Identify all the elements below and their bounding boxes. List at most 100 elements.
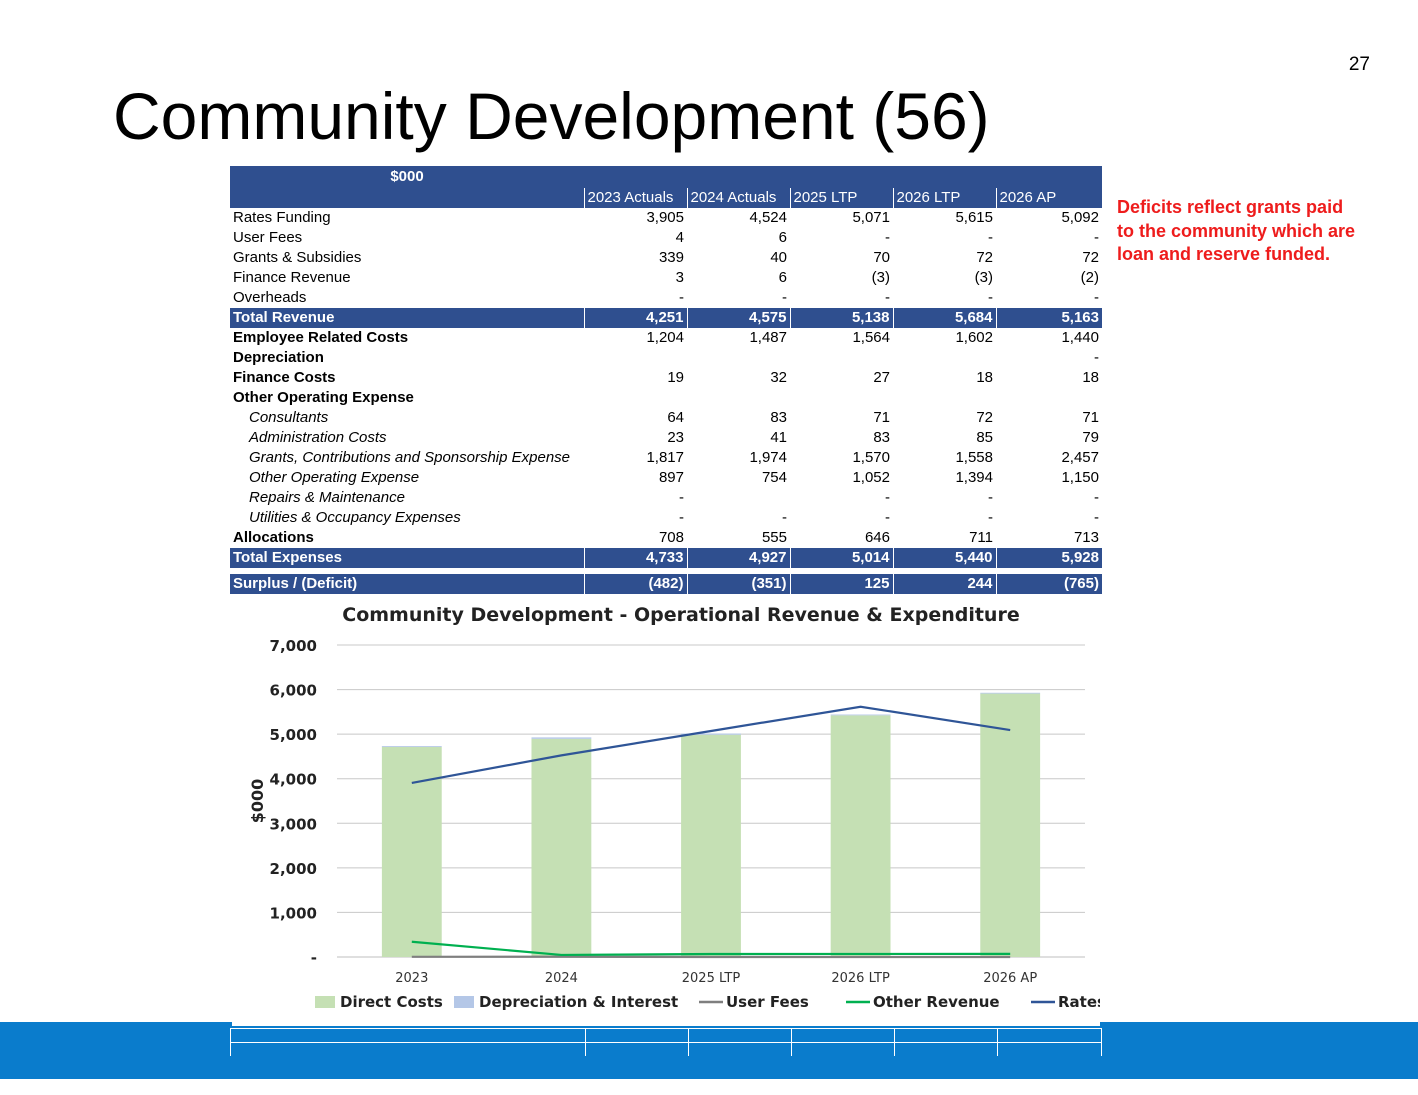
cell-value: 6 — [778, 229, 787, 246]
cell-value: 83 — [873, 429, 890, 446]
cell-value: (765) — [995, 574, 1102, 594]
cell-value: 5,014 — [789, 548, 893, 568]
cell-value: 3 — [675, 269, 684, 286]
table-row: Finance Costs 19 32 27 18 18 — [230, 368, 1102, 388]
table-row: Employee Related Costs 1,204 1,487 1,564 1,6… — [230, 328, 1102, 348]
x-tick-label: 2026 AP — [983, 971, 1037, 986]
slide-title: Community Development (56) — [113, 79, 990, 153]
column-header: 2024 Actuals — [686, 188, 790, 208]
deficit-note: Deficits reflect grants paid to the comm… — [1117, 197, 1356, 264]
cell-value: 125 — [789, 574, 893, 594]
table-column-header-row: 2023 Actuals 2024 Actuals 2025 LTP 2026 … — [230, 188, 1102, 208]
cell-value: 23 — [667, 429, 684, 446]
chart-svg: Community Development - Operational Reve… — [248, 604, 1100, 1011]
cell-value — [893, 348, 996, 368]
row-label: Allocations — [233, 529, 314, 546]
table-row: Grants, Contributions and Sponsorship Ex… — [230, 448, 1102, 468]
table-total-row: Total Revenue 4,251 4,575 5,138 5,684 5,163 — [230, 308, 1102, 328]
cell-value: 754 — [761, 469, 787, 486]
cell-value: 1,974 — [749, 449, 787, 466]
cell-value: 71 — [873, 409, 890, 426]
row-label: Administration Costs — [249, 429, 387, 446]
cell-value: - — [885, 489, 890, 506]
row-label: User Fees — [233, 229, 303, 246]
cell-value: - — [1094, 509, 1099, 526]
cell-value — [996, 388, 1102, 408]
cell-value: 27 — [873, 369, 890, 386]
bar-depreciation-interest — [531, 737, 592, 739]
cell-value: 40 — [770, 249, 787, 266]
row-label: Utilities & Occupancy Expenses — [249, 509, 461, 526]
table-row: Rates Funding 3,905 4,524 5,071 5,615 5,092 — [230, 208, 1102, 228]
row-label: Finance Revenue — [233, 269, 351, 286]
cell-value: 72 — [976, 409, 993, 426]
table-row: Repairs & Maintenance - - - - — [230, 488, 1102, 508]
table-row: Finance Revenue 3 6 (3) (3) (2) — [230, 268, 1102, 288]
cell-value: - — [988, 289, 993, 306]
cell-value: - — [988, 509, 993, 526]
cell-value: 339 — [658, 249, 684, 266]
table-row: Overheads - - - - - — [230, 288, 1102, 308]
row-label: Depreciation — [233, 349, 324, 366]
footer-band — [0, 1022, 1418, 1079]
bar-direct-costs — [830, 715, 891, 957]
cell-value: 5,684 — [892, 308, 996, 328]
cell-value: - — [1094, 289, 1099, 306]
cell-value: 1,150 — [1061, 469, 1099, 486]
cell-value: 646 — [864, 529, 890, 546]
cell-value: 1,052 — [852, 469, 890, 486]
cell-value: 5,138 — [789, 308, 893, 328]
cell-value: - — [1094, 229, 1099, 246]
cell-value: 1,204 — [646, 329, 684, 346]
bar-depreciation-interest — [381, 746, 442, 747]
cell-value: 4,575 — [686, 308, 790, 328]
legend-label: Other Revenue — [873, 993, 1000, 1011]
cell-value — [687, 388, 790, 408]
cell-value: 70 — [873, 249, 890, 266]
financial-table: $000 2023 Actuals 2024 Actuals 2025 LTP … — [230, 166, 1102, 595]
bar-depreciation-interest — [980, 692, 1041, 694]
cell-value — [584, 348, 687, 368]
cell-value: 897 — [658, 469, 684, 486]
y-tick-label: 7,000 — [270, 637, 317, 655]
cell-value — [687, 488, 790, 508]
row-label: Other Operating Expense — [249, 469, 420, 486]
cell-value: 1,394 — [955, 469, 993, 486]
chart-title: Community Development - Operational Reve… — [342, 604, 1019, 626]
revenue-expenditure-chart: Community Development - Operational Reve… — [232, 595, 1100, 1026]
cell-value: 6 — [778, 269, 787, 286]
cell-value: 41 — [770, 429, 787, 446]
y-tick-label: 1,000 — [270, 904, 317, 922]
cell-value: 71 — [1082, 409, 1099, 426]
cell-value: 1,440 — [1061, 329, 1099, 346]
cell-value: 2,457 — [1061, 449, 1099, 466]
y-tick-label: 3,000 — [270, 815, 317, 833]
cell-value: - — [988, 489, 993, 506]
legend-label: User Fees — [726, 993, 809, 1011]
cell-value: 72 — [1082, 249, 1099, 266]
row-label: Other Operating Expense — [233, 389, 414, 406]
cell-value: - — [885, 289, 890, 306]
cell-value: 1,558 — [955, 449, 993, 466]
legend-swatch — [454, 996, 474, 1008]
cell-value: (351) — [686, 574, 790, 594]
cell-value — [790, 388, 893, 408]
bar-direct-costs — [681, 734, 741, 957]
page-number: 27 — [1348, 54, 1370, 75]
cell-value: 4,927 — [686, 548, 790, 568]
cell-value — [893, 388, 996, 408]
x-tick-label: 2026 LTP — [831, 971, 890, 986]
cell-value: 1,570 — [852, 449, 890, 466]
column-header: 2023 Actuals — [583, 188, 687, 208]
cell-value: 83 — [770, 409, 787, 426]
bar-direct-costs — [531, 738, 592, 957]
table-unit-header-row: $000 — [230, 166, 1102, 188]
bar-depreciation-interest — [830, 714, 891, 716]
y-axis-label: $000 — [248, 779, 267, 824]
cell-value: (2) — [1080, 269, 1099, 286]
table-row: Allocations 708 555 646 711 713 — [230, 528, 1102, 548]
cell-value: 1,817 — [646, 449, 684, 466]
line-other-revenue — [411, 940, 1011, 957]
column-header: 2025 LTP — [789, 188, 893, 208]
row-label: Consultants — [249, 409, 329, 426]
